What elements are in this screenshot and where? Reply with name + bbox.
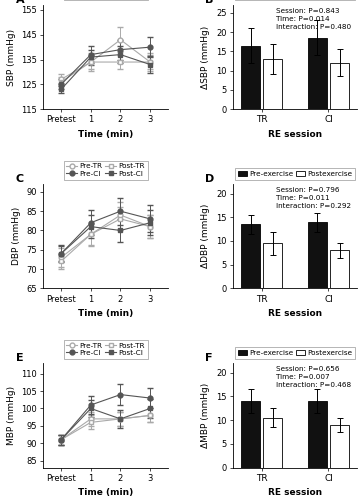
Text: E: E — [16, 354, 23, 364]
Text: C: C — [16, 174, 24, 184]
Legend: Pre-TR, Pre-CI, Post-TR, Post-CI: Pre-TR, Pre-CI, Post-TR, Post-CI — [64, 160, 148, 180]
Y-axis label: SBP (mmHg): SBP (mmHg) — [6, 28, 16, 86]
Text: F: F — [205, 354, 213, 364]
X-axis label: Time (min): Time (min) — [78, 309, 133, 318]
Bar — [264, 59, 282, 109]
Legend: Pre-exercise, Postexercise: Pre-exercise, Postexercise — [235, 168, 355, 179]
X-axis label: RE session: RE session — [268, 130, 322, 139]
Y-axis label: ΔSBP (mmHg): ΔSBP (mmHg) — [201, 26, 210, 88]
Text: Session: P=0.843
Time: P=0.014
Interaction: P=0.480: Session: P=0.843 Time: P=0.014 Interacti… — [277, 8, 352, 30]
Y-axis label: ΔDBP (mmHg): ΔDBP (mmHg) — [201, 204, 210, 268]
Bar — [330, 425, 349, 468]
Bar — [308, 38, 327, 109]
Y-axis label: ΔMBP (mmHg): ΔMBP (mmHg) — [201, 383, 210, 448]
Text: A: A — [16, 0, 25, 5]
Text: B: B — [205, 0, 214, 5]
X-axis label: Time (min): Time (min) — [78, 130, 133, 139]
Bar — [241, 401, 260, 468]
Text: D: D — [205, 174, 214, 184]
Legend: Pre-exercise, Postexercise: Pre-exercise, Postexercise — [235, 347, 355, 358]
Bar — [241, 224, 260, 288]
Y-axis label: MBP (mmHg): MBP (mmHg) — [7, 386, 16, 445]
X-axis label: RE session: RE session — [268, 309, 322, 318]
Bar — [330, 250, 349, 288]
Legend: Pre-TR, Pre-CI, Post-TR, Post-CI: Pre-TR, Pre-CI, Post-TR, Post-CI — [64, 340, 148, 358]
X-axis label: Time (min): Time (min) — [78, 488, 133, 498]
Bar — [330, 63, 349, 109]
X-axis label: RE session: RE session — [268, 488, 322, 498]
Bar — [264, 418, 282, 468]
Bar — [264, 244, 282, 288]
Bar — [241, 46, 260, 109]
Text: Session: P=0.656
Time: P=0.007
Interaction: P=0.468: Session: P=0.656 Time: P=0.007 Interacti… — [277, 366, 352, 388]
Text: Session: P=0.796
Time: P=0.011
Interaction: P=0.292: Session: P=0.796 Time: P=0.011 Interacti… — [277, 188, 352, 210]
Bar — [308, 222, 327, 288]
Y-axis label: DBP (mmHg): DBP (mmHg) — [12, 207, 21, 266]
Bar — [308, 401, 327, 468]
